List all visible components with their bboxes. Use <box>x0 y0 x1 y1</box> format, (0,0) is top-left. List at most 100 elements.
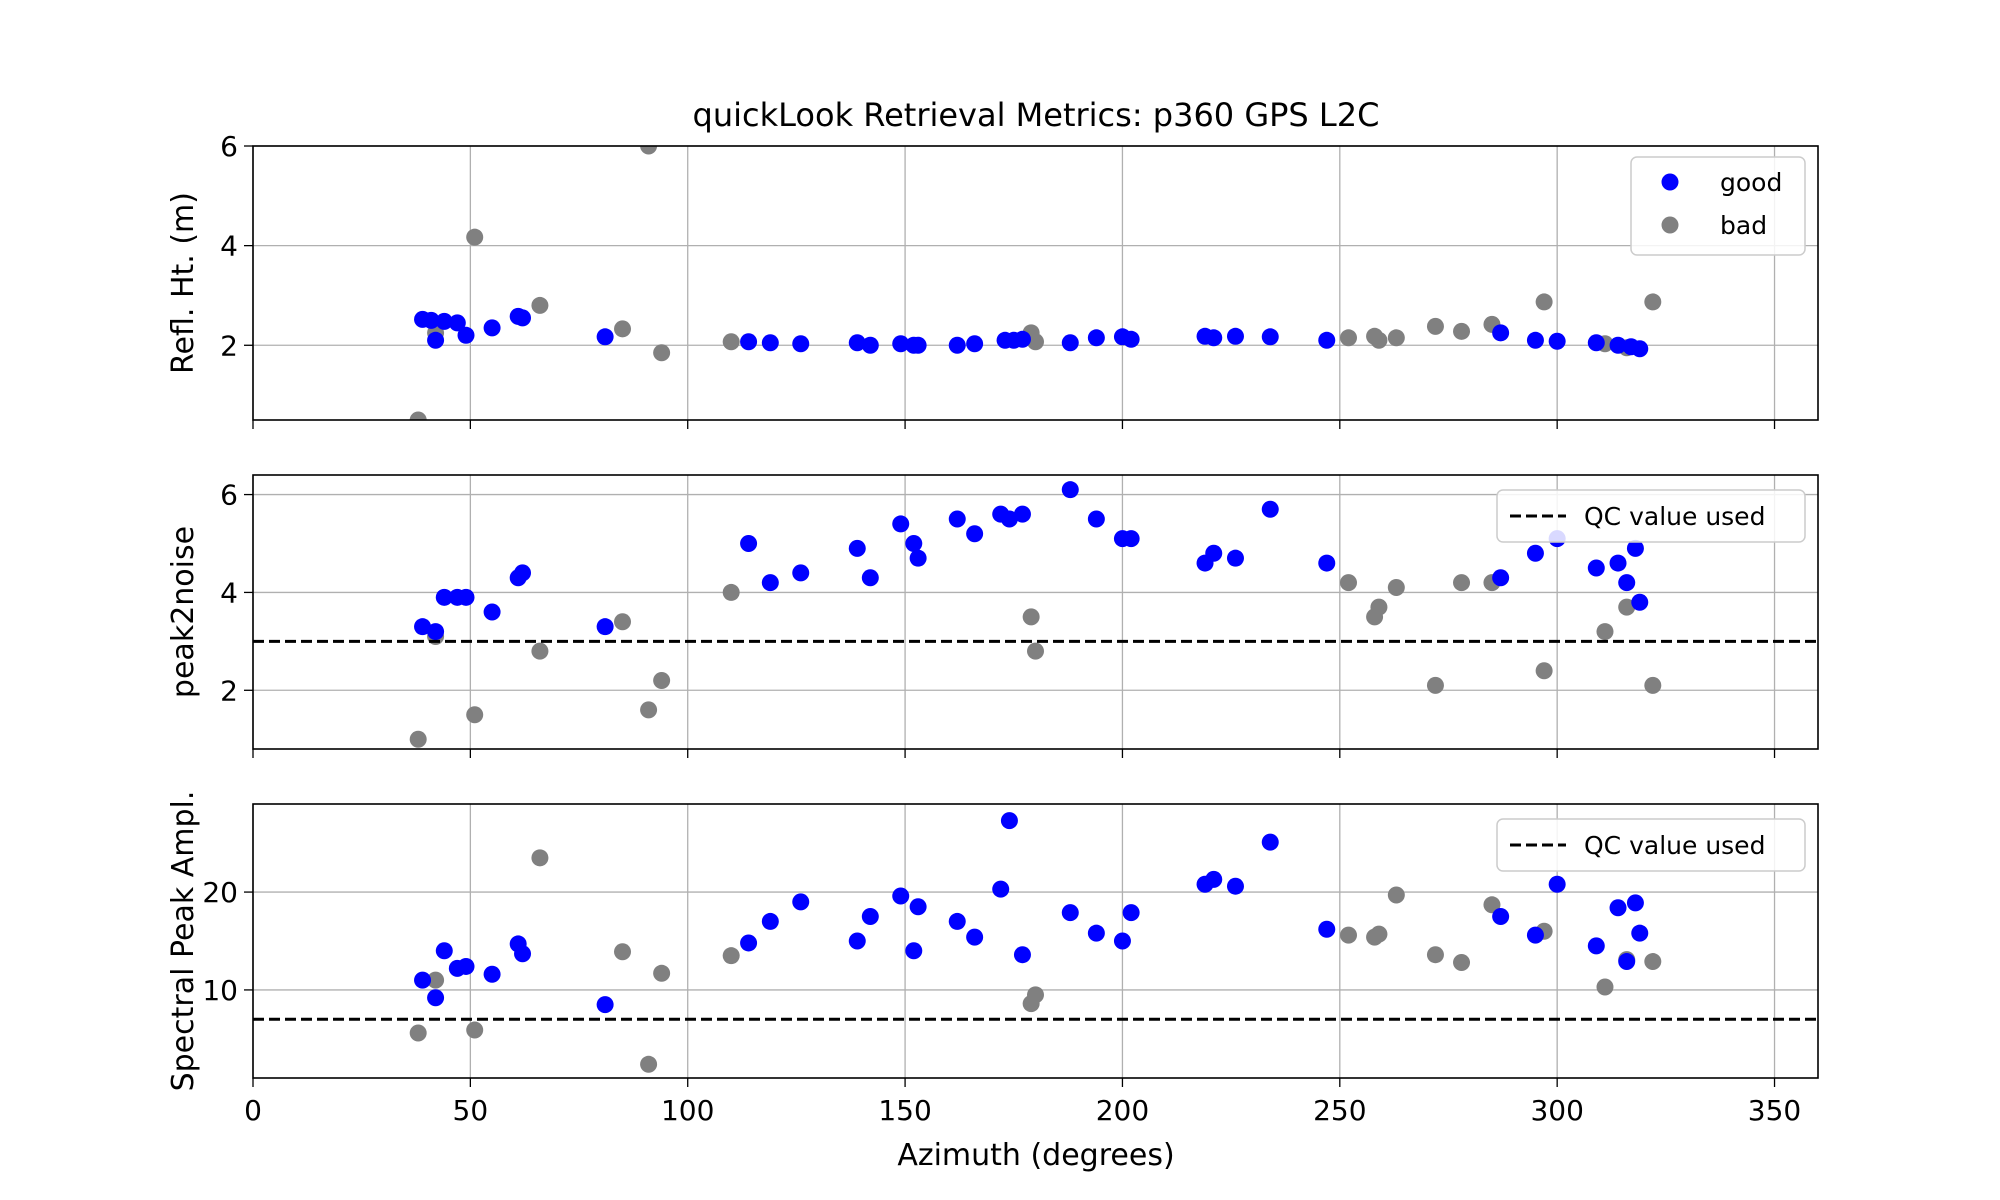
point-good <box>1318 331 1336 349</box>
point-good <box>1492 324 1510 342</box>
point-bad <box>1426 317 1444 335</box>
point-good <box>1226 877 1244 895</box>
point-good <box>848 334 866 352</box>
chart-title: quickLook Retrieval Metrics: p360 GPS L2… <box>693 96 1380 134</box>
point-good <box>1526 926 1544 944</box>
point-good <box>1013 505 1031 523</box>
point-bad <box>1370 925 1388 943</box>
point-good <box>948 912 966 930</box>
point-bad <box>1535 293 1553 311</box>
point-good <box>1261 328 1279 346</box>
point-bad <box>653 672 671 689</box>
point-good <box>792 893 810 911</box>
point-good <box>435 588 453 606</box>
point-good <box>427 623 445 641</box>
point-good <box>761 574 779 592</box>
y-tick-label: 2 <box>220 674 238 707</box>
point-good <box>892 515 910 533</box>
point-bad <box>1387 579 1405 597</box>
x-axis-label: Azimuth (degrees) <box>897 1138 1174 1173</box>
point-good <box>427 331 445 349</box>
data-points <box>409 481 1662 748</box>
point-good <box>1205 544 1223 562</box>
point-bad <box>640 1055 658 1073</box>
point-bad <box>1027 986 1044 1004</box>
point-good <box>966 335 984 353</box>
point-good <box>1548 875 1566 893</box>
point-good <box>861 336 879 354</box>
point-good <box>1318 920 1336 938</box>
point-good <box>1587 334 1605 352</box>
x-tick-label: 150 <box>878 1094 931 1127</box>
point-good <box>761 912 779 930</box>
point-good <box>1609 336 1627 354</box>
point-good <box>1626 539 1644 557</box>
point-bad <box>722 947 740 965</box>
point-bad <box>1453 954 1471 972</box>
legend-label-qc: QC value used <box>1584 502 1765 531</box>
y-tick-label: 4 <box>220 230 238 263</box>
grid <box>252 145 1818 420</box>
point-bad <box>1483 896 1501 914</box>
point-good <box>435 312 453 330</box>
point-good <box>1000 510 1018 528</box>
point-bad <box>1370 598 1388 616</box>
point-good <box>1205 870 1223 888</box>
point-bad <box>409 730 427 748</box>
point-good <box>483 965 501 983</box>
point-good <box>740 535 758 552</box>
point-good <box>966 525 984 543</box>
point-good <box>948 336 966 354</box>
point-good <box>1061 334 1079 352</box>
point-good <box>414 618 432 636</box>
point-bad <box>1340 329 1357 347</box>
y-tick-label: 6 <box>220 479 238 512</box>
point-good <box>514 564 532 582</box>
point-good <box>1000 812 1018 830</box>
y-tick-label: 10 <box>202 974 238 1007</box>
panel-2: 2 4 6 peak2noise QC value used <box>166 474 1819 758</box>
point-bad <box>640 701 658 719</box>
point-good <box>1061 481 1079 499</box>
point-good <box>905 535 923 552</box>
point-good <box>1113 932 1131 950</box>
point-bad <box>722 583 740 601</box>
point-good <box>1013 330 1031 348</box>
y-tick-label: 6 <box>220 130 238 163</box>
point-good <box>740 333 758 351</box>
point-good <box>1087 329 1105 347</box>
point-good <box>909 898 927 916</box>
point-bad <box>1340 574 1357 592</box>
point-good <box>1631 340 1649 358</box>
point-bad <box>1453 574 1471 592</box>
point-good <box>992 880 1010 898</box>
point-good <box>514 309 532 327</box>
data-points <box>409 812 1662 1073</box>
x-tick-label: 300 <box>1530 1094 1583 1127</box>
point-good <box>422 311 440 329</box>
point-good <box>1526 544 1544 562</box>
point-good <box>1587 559 1605 577</box>
point-bad <box>1453 322 1471 340</box>
point-bad <box>1027 642 1044 660</box>
point-good <box>596 618 614 636</box>
grid <box>252 475 1818 749</box>
point-good <box>909 549 927 567</box>
axes-frame <box>252 803 1819 1079</box>
legend-label-bad: bad <box>1720 211 1767 240</box>
point-bad <box>1535 662 1553 680</box>
point-good <box>1492 569 1510 587</box>
point-good <box>1618 953 1636 971</box>
y-tick-label: 20 <box>202 876 238 909</box>
point-good <box>848 932 866 950</box>
point-good <box>1087 510 1105 528</box>
point-good <box>1587 937 1605 955</box>
legend: good bad <box>1630 156 1806 256</box>
point-good <box>892 335 910 353</box>
point-good <box>1122 530 1140 548</box>
point-good <box>861 908 879 926</box>
point-bad <box>1618 598 1636 616</box>
legend-marker-good <box>1661 173 1679 191</box>
point-bad <box>614 943 632 961</box>
point-bad <box>614 613 632 631</box>
